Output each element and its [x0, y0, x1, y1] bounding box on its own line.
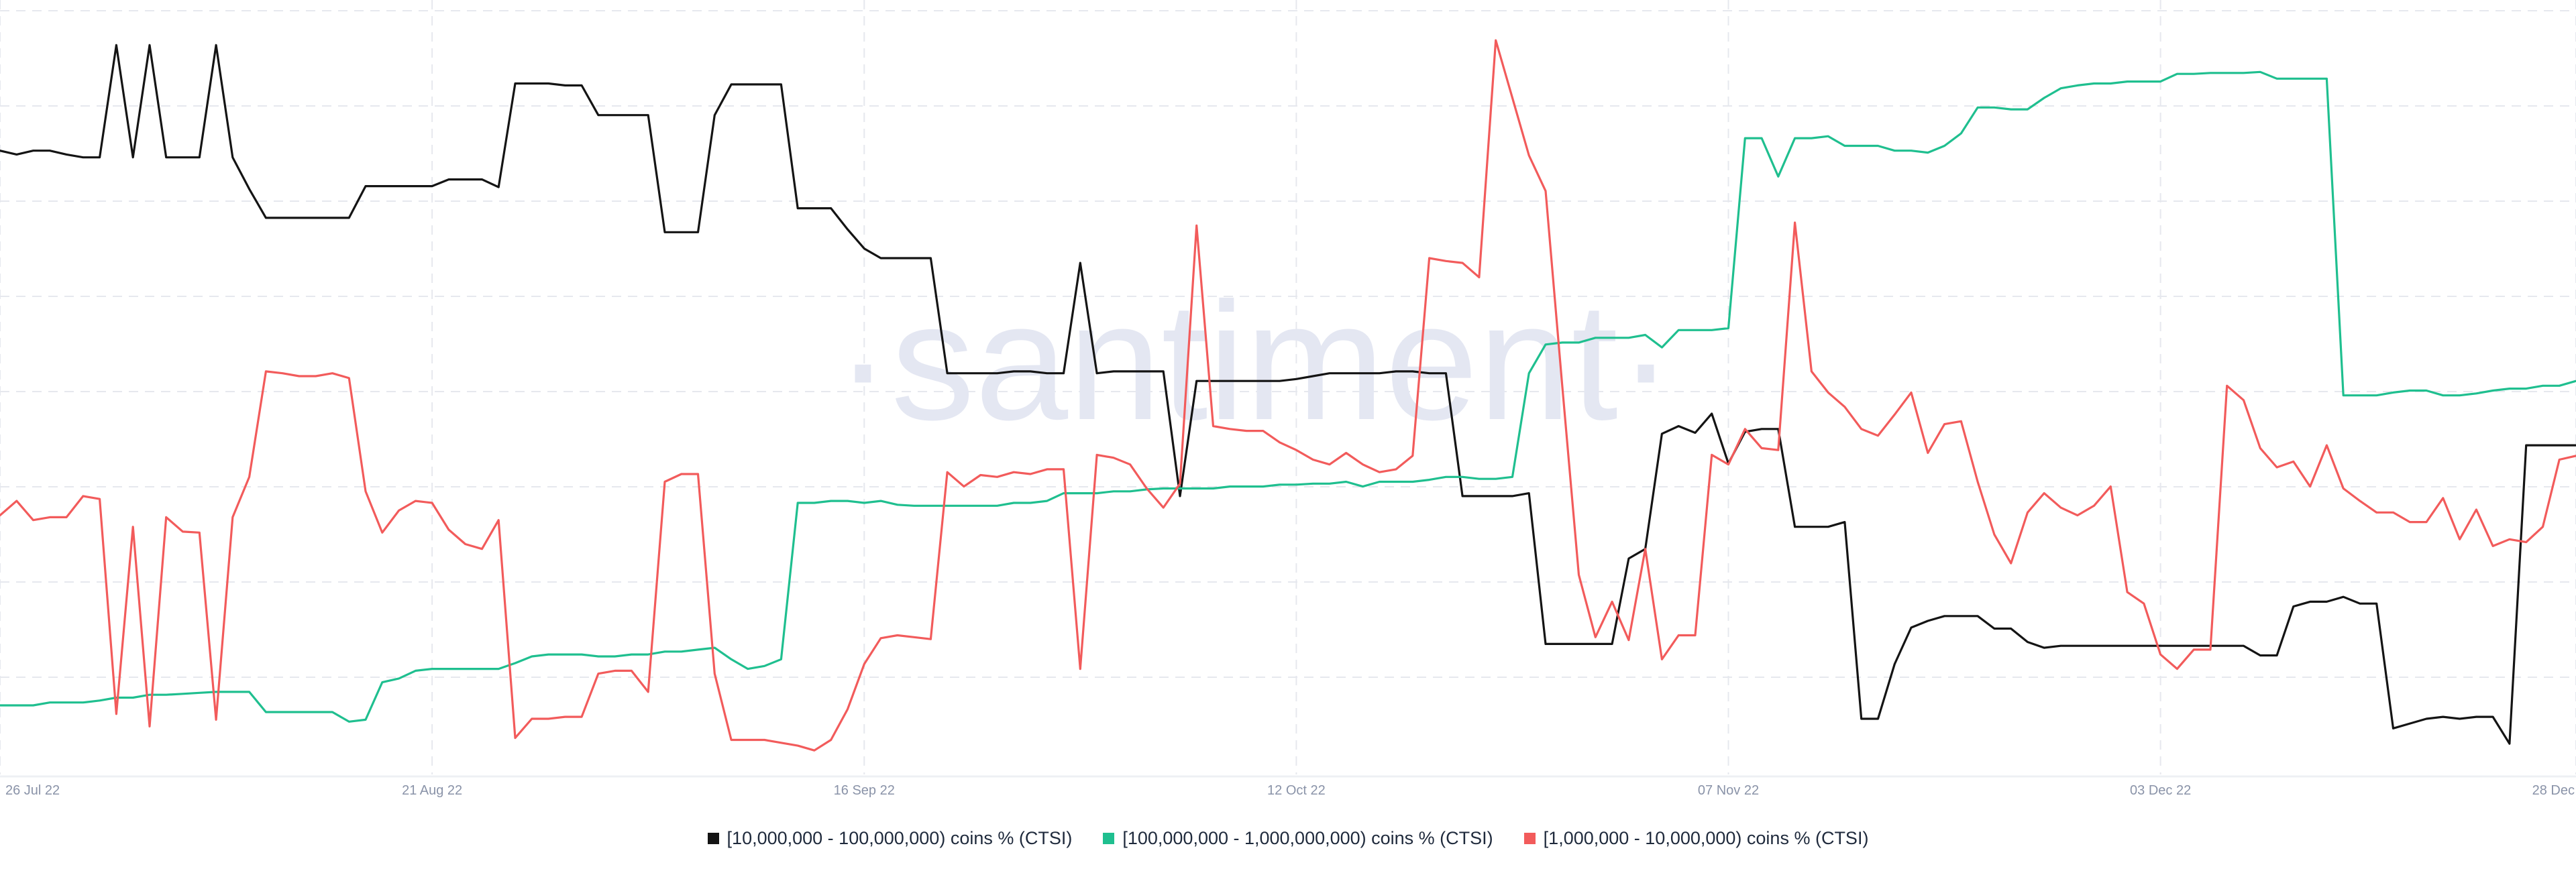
x-tick-label-2: 16 Sep 22 — [834, 783, 895, 798]
x-tick-label-4: 07 Nov 22 — [1698, 783, 1759, 798]
x-tick-label-0: 26 Jul 22 — [5, 783, 60, 798]
series-line-0 — [0, 44, 2576, 745]
x-tick-label-3: 12 Oct 22 — [1267, 783, 1326, 798]
legend-item-0[interactable]: [10,000,000 - 100,000,000) coins % (CTSI… — [707, 827, 1073, 849]
legend-item-1[interactable]: [100,000,000 - 1,000,000,000) coins % (C… — [1103, 828, 1493, 849]
series-line-2 — [0, 39, 2576, 752]
watermark: ·santiment· — [835, 268, 1674, 455]
x-tick-label-5: 03 Dec 22 — [2130, 783, 2191, 798]
x-tick-label-6: 28 Dec — [2532, 783, 2575, 798]
legend-item-2[interactable]: [1,000,000 - 10,000,000) coins % (CTSI) — [1523, 827, 1869, 849]
series-line-1 — [0, 70, 2576, 723]
legend-swatch-2 — [1523, 832, 1536, 844]
legend-label-0: [10,000,000 - 100,000,000) coins % (CTSI… — [727, 827, 1073, 848]
legend-swatch-1 — [1103, 832, 1115, 844]
x-tick-label-1: 21 Aug 22 — [402, 783, 462, 798]
series-layer — [0, 39, 2576, 752]
legend-swatch-0 — [707, 832, 719, 844]
legend-label-1: [100,000,000 - 1,000,000,000) coins % (C… — [1122, 827, 1493, 848]
chart-legend: [10,000,000 - 100,000,000) coins % (CTSI… — [0, 823, 2576, 853]
x-axis: 26 Jul 22 21 Aug 22 16 Sep 22 12 Oct 22 07 N… — [0, 775, 2576, 798]
legend-label-2: [1,000,000 - 10,000,000) coins % (CTSI) — [1543, 827, 1869, 848]
